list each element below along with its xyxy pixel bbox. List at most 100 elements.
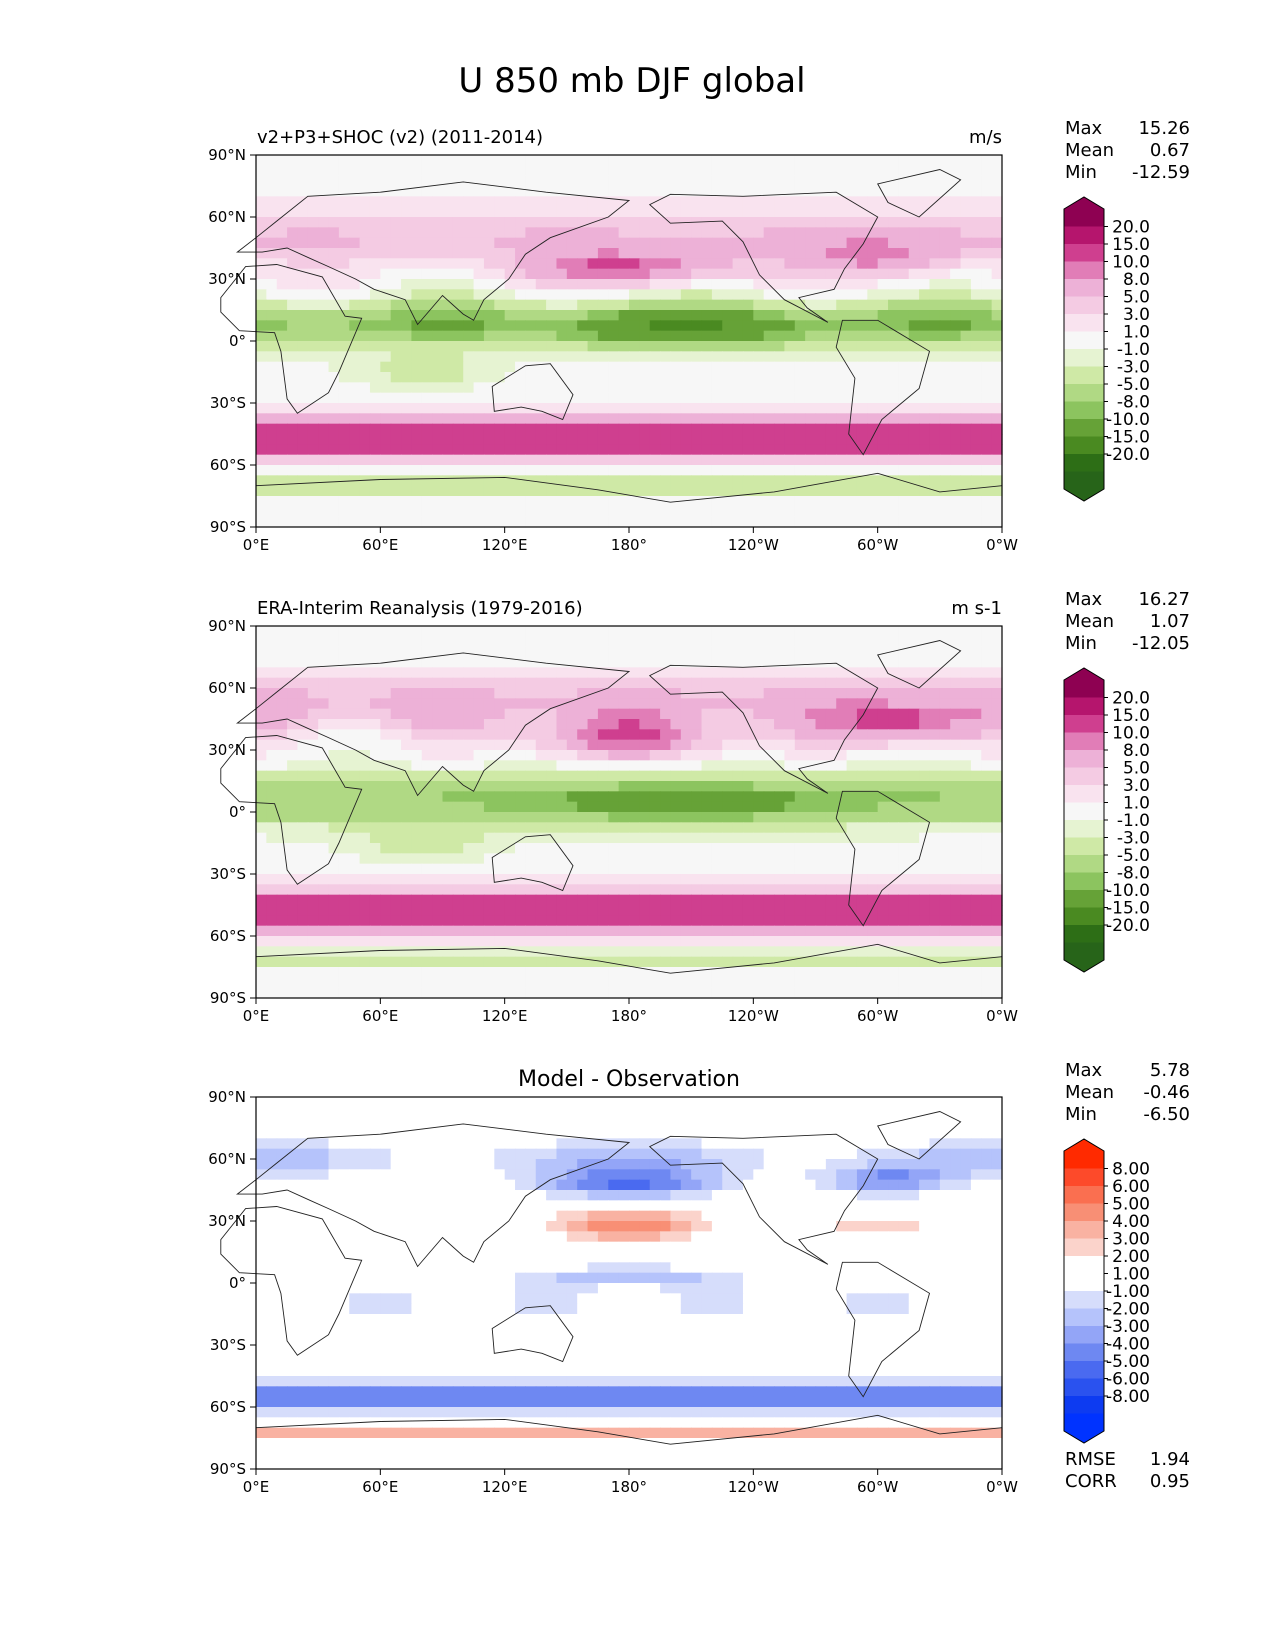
field-cell — [660, 155, 672, 166]
field-cell — [991, 206, 1003, 218]
field-cell — [287, 382, 299, 394]
field-cell — [784, 925, 796, 937]
field-cell — [546, 351, 558, 363]
field-cell — [846, 750, 858, 761]
field-cell — [390, 248, 402, 259]
field-cell — [701, 822, 713, 834]
field-cell — [452, 330, 464, 342]
field-cell — [763, 667, 775, 679]
field-cell — [297, 646, 309, 658]
lon-tick-label: 0°W — [986, 536, 1018, 554]
field-cell — [908, 465, 920, 476]
field-cell — [546, 822, 558, 834]
field-cell — [287, 434, 299, 445]
field-cell — [546, 289, 558, 301]
field-cell — [711, 874, 723, 885]
field-cell — [577, 698, 589, 710]
field-cell — [939, 688, 951, 699]
field-cell — [670, 434, 682, 445]
field-cell — [318, 657, 330, 668]
field-cell — [597, 812, 609, 823]
field-cell — [577, 843, 589, 854]
field-cell — [597, 853, 609, 865]
field-cell — [960, 196, 972, 208]
field-cell — [784, 237, 796, 249]
field-cell — [442, 791, 454, 803]
field-cell — [805, 372, 817, 383]
field-cell — [535, 268, 547, 280]
field-cell — [960, 258, 972, 270]
field-cell — [908, 496, 920, 507]
field-cell — [691, 822, 703, 834]
field-cell — [981, 258, 993, 270]
field-cell — [587, 863, 599, 875]
field-cell — [701, 186, 713, 197]
field-cell — [629, 165, 640, 177]
field-cell — [577, 434, 589, 445]
field-cell — [556, 382, 568, 394]
field-cell — [629, 905, 640, 916]
field-cell — [473, 781, 485, 792]
field-cell — [991, 874, 1003, 885]
field-cell — [618, 863, 630, 875]
field-cell — [546, 646, 558, 658]
field-cell — [515, 677, 526, 689]
field-cell — [297, 506, 309, 518]
field-cell — [784, 506, 796, 518]
field-cell — [763, 925, 775, 937]
field-cell — [504, 361, 516, 373]
field-cell — [473, 708, 485, 720]
field-cell — [919, 936, 931, 947]
field-cell — [846, 227, 858, 239]
field-cell — [805, 657, 817, 668]
field-cell — [784, 475, 796, 487]
field-cell — [401, 299, 413, 311]
field-cell — [742, 475, 754, 487]
field-cell — [991, 506, 1003, 518]
field-cell — [266, 884, 278, 896]
field-cell — [587, 444, 599, 456]
field-cell — [701, 812, 713, 823]
field-cell — [608, 791, 620, 803]
field-cell — [442, 506, 454, 518]
field-cell — [266, 454, 278, 466]
field-cell — [867, 657, 879, 668]
field-cell — [380, 330, 392, 342]
field-cell — [836, 310, 848, 321]
field-cell — [608, 465, 620, 476]
field-cell — [318, 719, 330, 730]
field-cell — [608, 832, 620, 844]
field-cell — [701, 227, 713, 239]
field-cell — [774, 853, 786, 865]
field-cell — [266, 626, 278, 637]
field-cell — [742, 729, 754, 741]
field-cell — [701, 791, 713, 803]
field-cell — [411, 729, 423, 741]
field-cell — [929, 506, 941, 518]
field-cell — [722, 801, 734, 813]
field-cell — [421, 465, 433, 476]
lon-tick-label: 0°E — [243, 536, 270, 554]
field-cell — [287, 894, 299, 906]
field-cell — [442, 392, 454, 404]
field-cell — [660, 739, 672, 751]
field-cell — [432, 884, 444, 896]
field-cell — [266, 832, 278, 844]
field-cell — [991, 341, 1003, 352]
field-cell — [846, 657, 858, 668]
field-cell — [556, 341, 568, 352]
field-cell — [867, 310, 879, 321]
field-cell — [981, 874, 993, 885]
field-cell — [256, 434, 267, 445]
field-cell — [825, 217, 837, 228]
field-cell — [888, 739, 899, 751]
field-cell — [888, 760, 899, 772]
field-cell — [919, 310, 931, 321]
field-cell — [670, 403, 682, 414]
field-cell — [577, 330, 589, 342]
field-cell — [639, 372, 651, 383]
field-cell — [287, 770, 299, 782]
field-cell — [442, 657, 454, 668]
field-cell — [950, 750, 962, 761]
field-cell — [877, 925, 889, 937]
